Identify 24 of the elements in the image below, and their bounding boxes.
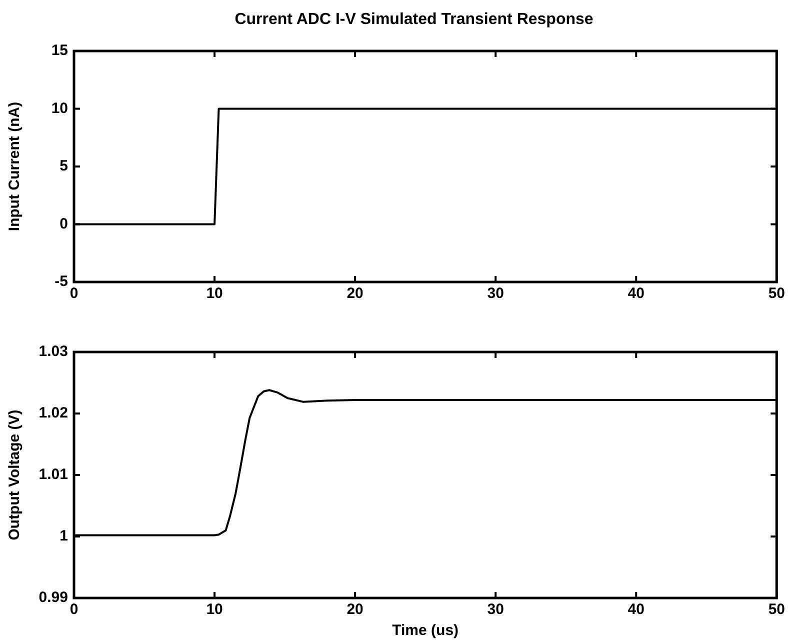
- y-tick-label: 1.03: [38, 343, 68, 360]
- x-tick-label: 10: [206, 601, 223, 618]
- y-tick-label: 5: [60, 158, 68, 175]
- y-tick-label: -5: [54, 273, 68, 290]
- x-tick-label: 30: [487, 601, 504, 618]
- x-tick-label: 50: [768, 601, 785, 618]
- x-tick-label: 40: [628, 285, 644, 302]
- x-axis-title: Time (us): [392, 622, 459, 640]
- y-tick-label: 10: [51, 100, 68, 117]
- y-tick-label: 0: [60, 215, 68, 232]
- y-tick-label: 1: [60, 528, 68, 545]
- x-tick-label: 10: [206, 285, 223, 302]
- y-tick-label: 15: [51, 42, 68, 60]
- x-tick-label: 30: [487, 285, 504, 302]
- y-tick-label: 1.01: [38, 466, 68, 484]
- y-axis-title: Input Current (nA): [6, 102, 24, 232]
- y-tick-label: 1.02: [38, 404, 68, 422]
- x-tick-label: 20: [346, 285, 364, 302]
- chart-title: Current ADC I-V Simulated Transient Response: [234, 10, 594, 30]
- y-tick-label: 0.99: [38, 589, 68, 606]
- x-tick-label: 20: [346, 601, 364, 618]
- x-tick-label: 50: [768, 285, 785, 302]
- x-tick-label: 40: [628, 601, 644, 618]
- y-axis-title: Output Voltage (V): [6, 410, 24, 540]
